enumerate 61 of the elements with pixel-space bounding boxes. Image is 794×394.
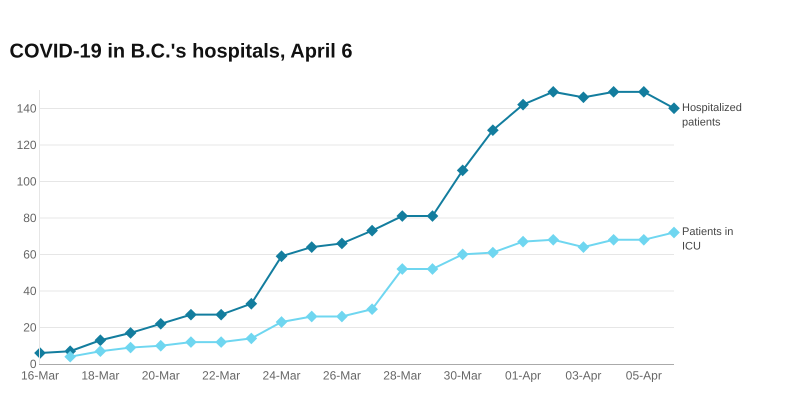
point: [456, 164, 469, 176]
point: [547, 86, 560, 98]
point: [306, 310, 318, 322]
point: [578, 91, 590, 104]
point: [124, 342, 136, 354]
point: [547, 234, 560, 246]
point: [94, 334, 106, 346]
point: [366, 224, 378, 236]
y-tick-label: 80: [23, 211, 37, 226]
point: [94, 345, 106, 358]
point: [517, 236, 529, 248]
point: [487, 124, 499, 136]
point: [245, 298, 258, 310]
point: [154, 340, 167, 352]
point: [124, 327, 136, 339]
point: [517, 98, 529, 110]
x-tick-label: 22-Mar: [202, 368, 240, 382]
point: [336, 310, 348, 322]
y-tick-label: 40: [23, 284, 37, 298]
point: [608, 86, 620, 98]
y-tick-label: 120: [16, 138, 37, 152]
x-tick-label: 20-Mar: [142, 368, 180, 382]
point: [638, 86, 650, 98]
point: [185, 308, 197, 321]
y-tick-label: 20: [23, 320, 37, 335]
point: [396, 210, 408, 222]
x-tick-label: 05-Apr: [626, 368, 662, 382]
point: [456, 248, 469, 260]
x-tick-label: 30-Mar: [444, 368, 482, 382]
point: [154, 318, 167, 330]
x-tick-label: 26-Mar: [322, 368, 361, 382]
point: [215, 336, 227, 348]
point: [487, 246, 499, 258]
point: [336, 238, 348, 250]
x-tick-label: 28-Mar: [383, 368, 422, 382]
point: [668, 102, 680, 114]
point: [276, 250, 288, 262]
point: [185, 336, 197, 348]
x-tick-label: 24-Mar: [262, 368, 301, 382]
x-tick-label: 18-Mar: [81, 368, 120, 382]
point: [668, 226, 680, 238]
point: [366, 303, 378, 316]
y-tick-label: 140: [16, 101, 37, 116]
point: [276, 316, 288, 328]
point: [306, 241, 318, 253]
point: [215, 308, 227, 321]
point: [608, 234, 620, 246]
point: [426, 263, 438, 275]
series-label: Hospitalized patients: [682, 102, 742, 128]
point: [426, 210, 438, 222]
y-tick-label: 60: [23, 248, 37, 262]
point: [245, 332, 258, 344]
point: [64, 350, 76, 363]
chart-title: COVID-19 in B.C.'s hospitals, April 6: [10, 40, 352, 62]
point: [578, 241, 590, 253]
point: [638, 234, 650, 246]
x-tick-label: 01-Apr: [505, 368, 542, 382]
y-tick-label: 100: [16, 174, 37, 189]
point: [396, 263, 408, 275]
series-label: Patients in ICU: [682, 226, 734, 252]
x-tick-label: 03-Apr: [565, 368, 602, 382]
